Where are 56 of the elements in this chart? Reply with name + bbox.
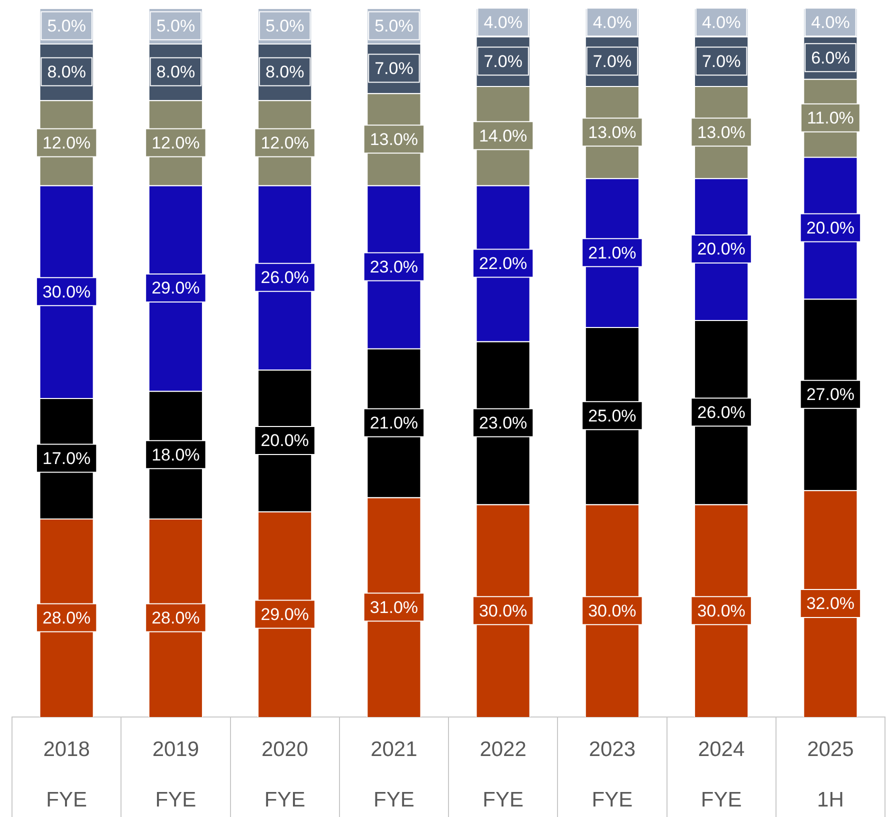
data-label: 22.0% (478, 254, 528, 273)
data-label: 26.0% (260, 268, 309, 288)
category-label: 2019 FYE (152, 738, 200, 812)
data-label: 5.0% (265, 16, 304, 36)
data-label: 32.0% (806, 594, 855, 614)
data-label: 29.0% (152, 278, 200, 298)
data-label: 29.0% (260, 604, 309, 624)
data-label: 5.0% (374, 16, 414, 36)
data-label: 13.0% (588, 122, 636, 142)
data-label: 7.0% (484, 52, 522, 71)
data-label: 8.0% (265, 62, 304, 82)
category-label: 2022 FYE (480, 738, 526, 812)
data-label: 28.0% (42, 608, 91, 628)
data-label: 4.0% (484, 12, 522, 32)
data-label: 21.0% (370, 413, 418, 432)
data-label: 14.0% (478, 126, 528, 146)
data-label: 21.0% (588, 243, 636, 262)
data-label: 30.0% (588, 601, 636, 620)
data-label: 4.0% (702, 12, 741, 32)
data-label: 4.0% (811, 12, 850, 32)
data-label: 5.0% (156, 16, 196, 36)
category-label: 2025 1H (807, 738, 854, 812)
category-label: 2024 FYE (698, 738, 745, 812)
data-label: 20.0% (697, 240, 746, 259)
data-label: 13.0% (697, 122, 746, 142)
data-label: 8.0% (47, 62, 86, 82)
data-label: 31.0% (370, 598, 418, 617)
data-label: 30.0% (697, 601, 746, 620)
data-label: 4.0% (592, 12, 632, 32)
category-label: 2018 FYE (43, 738, 90, 812)
category-label: 2023 FYE (588, 738, 636, 812)
data-label: 18.0% (152, 445, 200, 464)
data-label: 17.0% (42, 448, 91, 468)
data-label: 26.0% (697, 402, 746, 422)
data-label: 7.0% (702, 52, 741, 71)
data-label: 11.0% (806, 108, 854, 128)
data-label: 12.0% (260, 133, 309, 152)
data-label: 20.0% (806, 218, 855, 238)
data-label: 27.0% (806, 385, 855, 404)
category-label: 2021 FYE (370, 738, 418, 812)
data-label: 28.0% (152, 608, 200, 628)
data-label: 30.0% (478, 601, 528, 620)
data-label: 23.0% (478, 413, 528, 432)
data-label: 23.0% (370, 257, 418, 276)
data-label: 6.0% (811, 48, 850, 68)
data-label: 20.0% (260, 431, 309, 450)
data-label: 7.0% (592, 52, 632, 71)
data-label: 30.0% (42, 282, 91, 302)
data-label: 13.0% (370, 130, 418, 149)
data-label: 12.0% (42, 133, 91, 152)
category-label: 2020 FYE (261, 738, 308, 812)
data-label: 25.0% (588, 406, 636, 426)
data-label: 7.0% (374, 58, 414, 78)
data-label: 8.0% (156, 62, 196, 82)
data-label: 12.0% (152, 133, 200, 152)
data-label: 5.0% (47, 16, 86, 36)
